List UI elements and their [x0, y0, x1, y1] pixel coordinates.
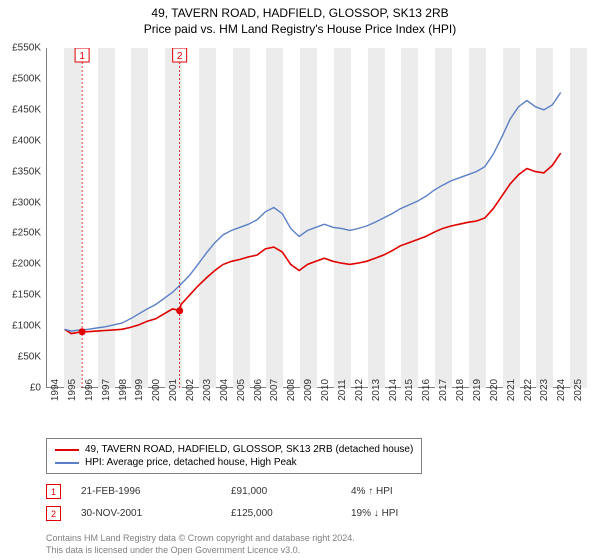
x-axis-label: 1995 — [67, 379, 78, 401]
page-subtitle: Price paid vs. HM Land Registry's House … — [0, 20, 600, 36]
x-axis-label: 2022 — [523, 379, 534, 401]
x-axis-label: 2006 — [253, 379, 264, 401]
x-axis-label: 2003 — [202, 379, 213, 401]
x-axis-label: 1996 — [84, 379, 95, 401]
x-axis-label: 1997 — [101, 379, 112, 401]
x-axis-label: 2018 — [455, 379, 466, 401]
y-axis-label: £50K — [18, 352, 41, 363]
page-title: 49, TAVERN ROAD, HADFIELD, GLOSSOP, SK13… — [0, 0, 600, 20]
transaction-date: 30-NOV-2001 — [81, 508, 231, 519]
legend-box: 49, TAVERN ROAD, HADFIELD, GLOSSOP, SK13… — [46, 438, 422, 474]
x-axis-label: 2025 — [573, 379, 584, 401]
x-axis-label: 2019 — [472, 379, 483, 401]
transaction-date: 21-FEB-1996 — [81, 486, 231, 497]
transaction-price: £91,000 — [231, 486, 351, 497]
y-axis-label: £200K — [12, 259, 41, 270]
chart-svg: 12 — [46, 48, 586, 388]
y-axis-label: £550K — [12, 43, 41, 54]
x-axis-label: 2000 — [151, 379, 162, 401]
x-axis-label: 2016 — [421, 379, 432, 401]
transaction-delta: 19% ↓ HPI — [351, 508, 398, 519]
y-axis-label: £350K — [12, 166, 41, 177]
x-axis-label: 2005 — [236, 379, 247, 401]
y-axis-label: £450K — [12, 104, 41, 115]
x-axis-label: 2001 — [168, 379, 179, 401]
chart-area: 12 £0£50K£100K£150K£200K£250K£300K£350K£… — [46, 48, 586, 418]
y-axis-label: £400K — [12, 135, 41, 146]
marker-label: 2 — [177, 51, 183, 62]
x-axis-label: 2024 — [556, 379, 567, 401]
legend-label: HPI: Average price, detached house, High… — [85, 457, 297, 468]
transaction-delta: 4% ↑ HPI — [351, 486, 393, 497]
x-axis-label: 2011 — [337, 379, 348, 401]
x-axis-label: 2002 — [185, 379, 196, 401]
transaction-row: 2 30-NOV-2001£125,00019% ↓ HPI — [46, 506, 586, 521]
y-axis-label: £500K — [12, 73, 41, 84]
credit-line-2: This data is licensed under the Open Gov… — [46, 545, 300, 555]
legend-item: 49, TAVERN ROAD, HADFIELD, GLOSSOP, SK13… — [55, 443, 413, 456]
y-axis-label: £250K — [12, 228, 41, 239]
marker-dot — [176, 307, 183, 314]
x-axis-label: 2021 — [506, 379, 517, 401]
legend-label: 49, TAVERN ROAD, HADFIELD, GLOSSOP, SK13… — [85, 444, 413, 455]
y-axis-label: £150K — [12, 290, 41, 301]
series-line — [65, 93, 561, 332]
legend-item: HPI: Average price, detached house, High… — [55, 456, 413, 469]
transaction-price: £125,000 — [231, 508, 351, 519]
x-axis-label: 2017 — [438, 379, 449, 401]
x-axis-label: 2012 — [354, 379, 365, 401]
x-axis-label: 2014 — [388, 379, 399, 401]
x-axis-label: 1994 — [50, 379, 61, 401]
marker-dot — [79, 328, 86, 335]
y-axis-label: £100K — [12, 321, 41, 332]
credit-line-1: Contains HM Land Registry data © Crown c… — [46, 533, 355, 543]
legend-swatch — [55, 449, 79, 451]
x-axis-label: 2007 — [269, 379, 280, 401]
transaction-row: 1 21-FEB-1996£91,0004% ↑ HPI — [46, 484, 586, 499]
x-axis-label: 2023 — [539, 379, 550, 401]
y-axis-label: £0 — [30, 383, 41, 394]
x-axis-label: 2009 — [303, 379, 314, 401]
marker-label: 1 — [79, 51, 85, 62]
x-axis-label: 2020 — [489, 379, 500, 401]
transaction-marker: 2 — [46, 506, 61, 521]
x-axis-label: 2008 — [286, 379, 297, 401]
x-axis-label: 1999 — [134, 379, 145, 401]
x-axis-label: 2013 — [371, 379, 382, 401]
x-axis-label: 2004 — [219, 379, 230, 401]
x-axis-label: 2010 — [320, 379, 331, 401]
transaction-marker: 1 — [46, 484, 61, 499]
legend-swatch — [55, 462, 79, 464]
x-axis-label: 1998 — [118, 379, 129, 401]
y-axis-label: £300K — [12, 197, 41, 208]
series-line — [65, 153, 561, 334]
x-axis-label: 2015 — [404, 379, 415, 401]
